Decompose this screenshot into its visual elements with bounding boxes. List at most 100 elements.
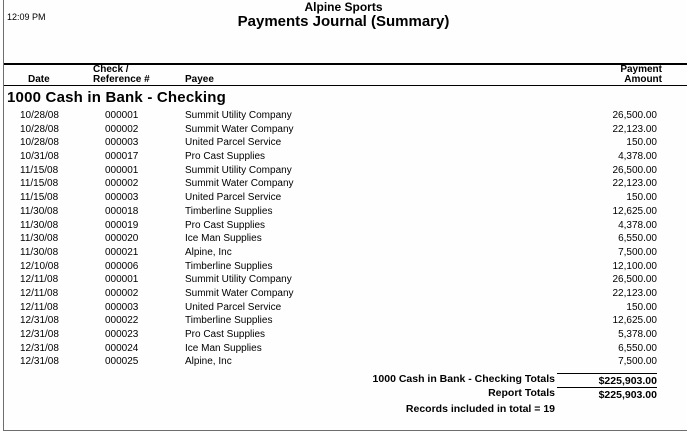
header-top-rule <box>4 63 687 65</box>
cell-date: 10/28/08 <box>20 123 59 135</box>
cell-check-reference: 000001 <box>105 274 139 286</box>
table-row: 12/31/08 000024 Ice Man Supplies 6,550.0… <box>4 342 687 356</box>
records-included-note: Records included in total = 19 <box>405 403 555 415</box>
account-totals-row: 1000 Cash in Bank - Checking Totals $225… <box>0 373 687 387</box>
transactions-table: 10/28/08 000001 Summit Utility Company 2… <box>4 109 687 369</box>
cell-payee: Pro Cast Supplies <box>185 151 266 163</box>
window-left-edge <box>3 0 4 431</box>
cell-payee: Timberline Supplies <box>185 260 273 272</box>
cell-payment-amount: 12,625.00 <box>612 205 658 217</box>
table-row: 12/11/08 000003 United Parcel Service 15… <box>4 301 687 315</box>
cell-payee: Pro Cast Supplies <box>185 329 266 340</box>
table-row: 11/30/08 000018 Timberline Supplies 12,6… <box>4 205 687 219</box>
cell-payment-amount: 6,550.00 <box>618 233 657 245</box>
column-header-date: Date <box>28 74 50 85</box>
table-row: 12/31/08 000022 Timberline Supplies 12,6… <box>4 314 687 328</box>
cell-check-reference: 000001 <box>105 110 139 121</box>
cell-date: 12/31/08 <box>20 356 59 368</box>
cell-payment-amount: 26,500.00 <box>612 164 658 176</box>
header-bottom-rule <box>4 85 687 86</box>
cell-date: 12/10/08 <box>20 260 59 272</box>
cell-payee: United Parcel Service <box>185 301 282 313</box>
cell-payee: Ice Man Supplies <box>185 233 262 245</box>
account-section-title: 1000 Cash in Bank - Checking <box>7 89 227 106</box>
cell-payee: Timberline Supplies <box>185 315 273 327</box>
account-totals-label: 1000 Cash in Bank - Checking Totals <box>372 373 555 385</box>
cell-payment-amount: 12,625.00 <box>612 315 658 327</box>
cell-date: 11/30/08 <box>20 246 59 258</box>
totals-section: 1000 Cash in Bank - Checking Totals $225… <box>0 373 687 416</box>
cell-date: 10/31/08 <box>20 151 59 163</box>
cell-payee: Summit Water Company <box>185 123 294 135</box>
cell-payee: Pro Cast Supplies <box>185 219 266 231</box>
account-totals-amount: $225,903.00 <box>557 373 657 387</box>
window-bottom-edge <box>3 430 687 431</box>
cell-payee: Summit Utility Company <box>185 110 292 121</box>
table-row: 12/11/08 000001 Summit Utility Company 2… <box>4 273 687 287</box>
cell-check-reference: 000019 <box>105 219 139 231</box>
table-row: 11/15/08 000001 Summit Utility Company 2… <box>4 164 687 178</box>
column-header-check-line2: Reference # <box>93 74 150 85</box>
cell-check-reference: 000002 <box>105 287 139 299</box>
cell-check-reference: 000021 <box>105 246 139 258</box>
table-row: 11/30/08 000019 Pro Cast Supplies 4,378.… <box>4 219 687 233</box>
report-totals-amount: $225,903.00 <box>557 387 657 401</box>
cell-payment-amount: 22,123.00 <box>612 287 658 299</box>
table-row: 11/30/08 000021 Alpine, Inc 7,500.00 <box>4 246 687 260</box>
cell-date: 11/15/08 <box>20 178 59 190</box>
cell-date: 12/11/08 <box>20 301 59 313</box>
cell-payee: Alpine, Inc <box>185 356 232 368</box>
cell-check-reference: 000025 <box>105 356 139 368</box>
cell-payee: United Parcel Service <box>185 192 282 204</box>
table-row: 10/28/08 000003 United Parcel Service 15… <box>4 136 687 150</box>
column-header-check-line1: Check / <box>93 64 129 75</box>
cell-payment-amount: 7,500.00 <box>618 246 657 258</box>
cell-check-reference: 000002 <box>105 123 139 135</box>
cell-check-reference: 000003 <box>105 301 139 313</box>
table-row: 11/15/08 000003 United Parcel Service 15… <box>4 191 687 205</box>
cell-payee: Summit Utility Company <box>185 274 292 286</box>
cell-payee: Timberline Supplies <box>185 205 273 217</box>
cell-payee: United Parcel Service <box>185 137 282 149</box>
cell-check-reference: 000002 <box>105 178 139 190</box>
cell-check-reference: 000001 <box>105 164 139 176</box>
cell-payment-amount: 6,550.00 <box>618 342 657 354</box>
cell-payee: Alpine, Inc <box>185 246 232 258</box>
cell-date: 12/11/08 <box>20 274 59 286</box>
table-row: 12/31/08 000023 Pro Cast Supplies 5,378.… <box>4 328 687 342</box>
cell-payment-amount: 150.00 <box>626 301 657 313</box>
cell-payment-amount: 22,123.00 <box>612 178 658 190</box>
cell-date: 10/28/08 <box>20 110 59 121</box>
cell-check-reference: 000006 <box>105 260 139 272</box>
cell-payment-amount: 26,500.00 <box>612 110 658 121</box>
records-note-spacer <box>555 402 687 416</box>
table-row: 12/11/08 000002 Summit Water Company 22,… <box>4 287 687 301</box>
cell-payment-amount: 22,123.00 <box>612 123 658 135</box>
cell-payment-amount: 5,378.00 <box>618 329 657 340</box>
table-row: 11/15/08 000002 Summit Water Company 22,… <box>4 177 687 191</box>
cell-check-reference: 000018 <box>105 205 139 217</box>
column-header-payment-line1: Payment <box>620 64 662 75</box>
table-row: 12/10/08 000006 Timberline Supplies 12,1… <box>4 260 687 274</box>
cell-payment-amount: 12,100.00 <box>612 260 658 272</box>
column-header-payee: Payee <box>185 74 214 85</box>
report-totals-label: Report Totals <box>488 387 555 399</box>
cell-check-reference: 000017 <box>105 151 139 163</box>
table-row: 10/28/08 000001 Summit Utility Company 2… <box>4 109 687 123</box>
cell-payment-amount: 4,378.00 <box>618 219 657 231</box>
cell-check-reference: 000003 <box>105 192 139 204</box>
cell-date: 11/15/08 <box>20 164 59 176</box>
cell-check-reference: 000023 <box>105 329 139 340</box>
cell-payee: Summit Utility Company <box>185 164 292 176</box>
cell-date: 12/11/08 <box>20 287 59 299</box>
company-name: Alpine Sports <box>304 0 383 14</box>
cell-date: 11/15/08 <box>20 192 59 204</box>
cell-payment-amount: 26,500.00 <box>612 274 658 286</box>
cell-date: 11/30/08 <box>20 233 59 245</box>
cell-check-reference: 000020 <box>105 233 139 245</box>
cell-check-reference: 000003 <box>105 137 139 149</box>
cell-payment-amount: 150.00 <box>626 192 657 204</box>
cell-date: 10/28/08 <box>20 137 59 149</box>
cell-date: 12/31/08 <box>20 315 59 327</box>
cell-date: 11/30/08 <box>20 205 59 217</box>
